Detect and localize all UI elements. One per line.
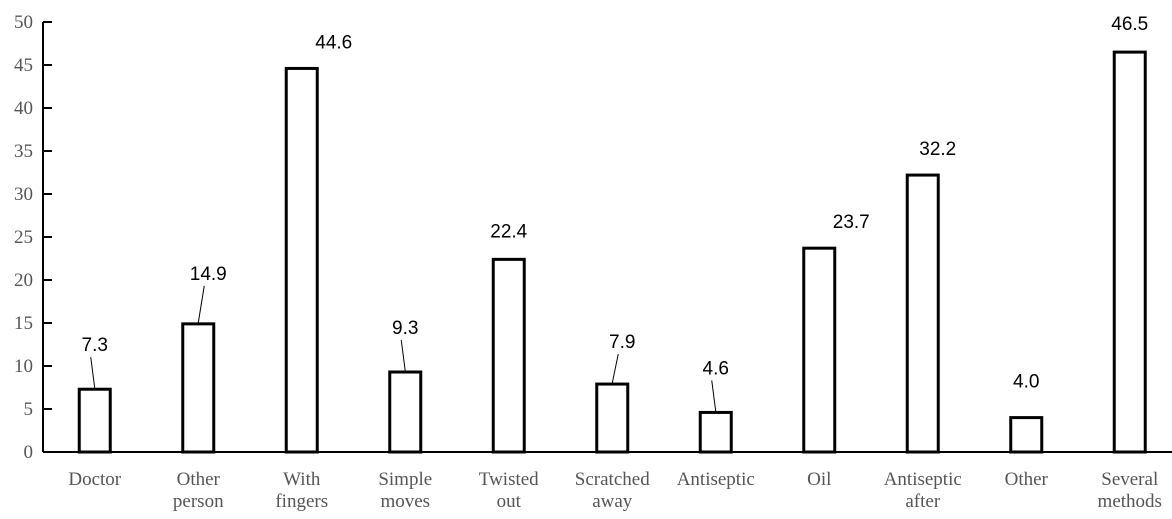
x-tick-label: With fingers xyxy=(275,469,328,512)
x-tick-label-line: Simple xyxy=(378,469,432,490)
bar xyxy=(388,370,423,454)
bar xyxy=(698,410,733,454)
data-label-leader xyxy=(711,380,717,412)
x-tick-label-line: Oil xyxy=(807,469,831,490)
data-label: 22.4 xyxy=(490,221,527,242)
data-labels: 7.3 14.9 44.6 9.3 22.4 7.9 4.6 23.7 32.2 4.0 46.5 xyxy=(82,14,1148,412)
x-tick-label-line: out xyxy=(497,491,522,512)
x-tick-label-line: moves xyxy=(380,491,430,512)
x-tick-label-line: Twisted xyxy=(479,469,539,490)
x-tick-label-line: Antiseptic xyxy=(677,469,755,490)
x-tick-label-line: Scratched xyxy=(575,469,650,490)
data-label-leader xyxy=(611,353,619,384)
y-axis: 0 5 10 15 20 25 30 35 40 45 50 xyxy=(14,12,52,463)
x-tick-label-line: person xyxy=(173,491,224,512)
x-tick-label: Oil xyxy=(807,469,831,490)
data-label: 46.5 xyxy=(1111,14,1148,35)
y-tick-label: 10 xyxy=(14,356,33,377)
bar xyxy=(905,173,940,454)
x-tick-label-line: fingers xyxy=(275,491,328,512)
data-label-leader xyxy=(90,357,96,389)
x-tick-label: Simple moves xyxy=(378,469,432,512)
y-tick-label: 0 xyxy=(24,442,34,463)
bar xyxy=(77,387,112,454)
bar xyxy=(802,246,837,454)
data-label: 4.6 xyxy=(703,358,729,379)
data-label: 4.0 xyxy=(1013,372,1039,393)
x-tick-label-line: after xyxy=(905,491,940,512)
data-label: 14.9 xyxy=(190,264,227,285)
x-tick-label-line: Other xyxy=(1005,469,1049,490)
x-tick-label: Scratched away xyxy=(575,469,650,512)
x-tick-label: Other xyxy=(1005,469,1049,490)
x-tick-label-line: away xyxy=(592,491,633,512)
y-tick-label: 40 xyxy=(14,98,33,119)
bar xyxy=(181,322,216,454)
x-tick-label-line: Doctor xyxy=(68,469,121,490)
data-label: 23.7 xyxy=(833,212,870,233)
x-tick-label-line: With xyxy=(283,469,321,490)
x-tick-label-line: Several xyxy=(1101,469,1158,490)
data-label: 9.3 xyxy=(392,318,418,339)
data-label-leader xyxy=(197,285,205,323)
y-tick-label: 45 xyxy=(14,55,33,76)
bar xyxy=(284,66,319,454)
bar xyxy=(1112,50,1147,454)
data-label-leader xyxy=(400,339,406,372)
x-tick-label: Twisted out xyxy=(479,469,539,512)
y-tick-label: 30 xyxy=(14,184,33,205)
data-label: 7.9 xyxy=(609,332,635,353)
data-label: 44.6 xyxy=(315,32,352,53)
bar xyxy=(491,257,526,454)
x-tick-label-line: Antiseptic xyxy=(884,469,962,490)
y-tick-label: 25 xyxy=(14,227,33,248)
y-tick-label: 5 xyxy=(24,399,34,420)
data-label: 32.2 xyxy=(919,139,956,160)
data-label: 7.3 xyxy=(82,335,108,356)
bar xyxy=(1009,416,1044,454)
y-tick-label: 20 xyxy=(14,270,33,291)
x-tick-label-line: Other xyxy=(177,469,221,490)
x-tick-label-line: methods xyxy=(1098,491,1162,512)
y-tick-label: 35 xyxy=(14,141,33,162)
y-tick-label: 15 xyxy=(14,313,33,334)
x-tick-label: Doctor xyxy=(68,469,121,490)
x-tick-label: Other person xyxy=(173,469,224,512)
x-tick-label: Antiseptic xyxy=(677,469,755,490)
x-tick-label: Antiseptic after xyxy=(884,469,962,512)
y-tick-label: 50 xyxy=(14,12,33,33)
bars xyxy=(77,50,1147,454)
x-tick-label: Several methods xyxy=(1098,469,1162,512)
bar xyxy=(595,382,630,454)
